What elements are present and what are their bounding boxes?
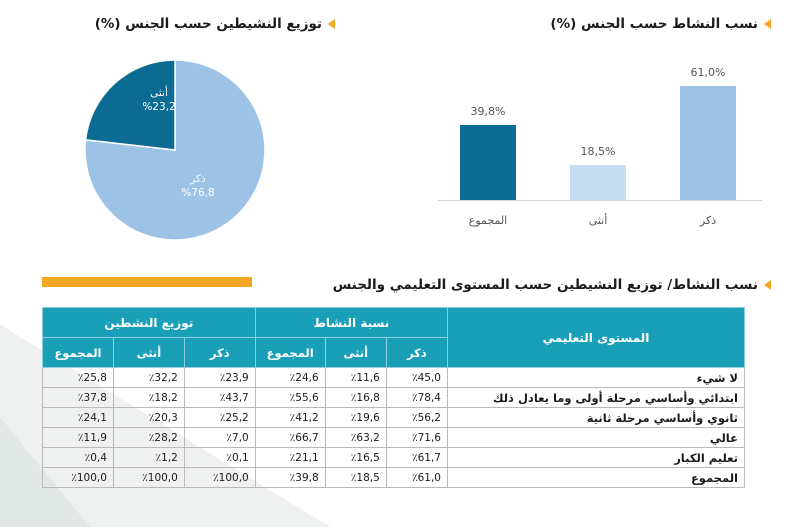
table-cell: ٪43,7 bbox=[183, 387, 256, 408]
table-cell: ٪66,7 bbox=[254, 427, 326, 448]
activity-rate-bar-chart: 39,8% المجموع 18,5% أنثى 61,0% ذكر bbox=[430, 45, 770, 235]
pie-label-male-name: ذكر bbox=[190, 173, 206, 185]
table-cell: ٪21,1 bbox=[254, 447, 326, 468]
table-cell: ٪16,5 bbox=[324, 447, 387, 468]
group-header-distribution: توزيع النشطين bbox=[42, 307, 256, 338]
table-cell: ٪63,2 bbox=[324, 427, 387, 448]
table-cell: ٪20,3 bbox=[112, 407, 185, 428]
table-cell: ٪56,2 bbox=[385, 407, 449, 428]
table-cell: ٪61,0 bbox=[385, 467, 449, 488]
orange-triangle-icon bbox=[328, 19, 335, 29]
table-cell: ٪41,2 bbox=[254, 407, 326, 428]
table-cell: ٪11,6 bbox=[324, 367, 387, 388]
table-cell: ٪45,0 bbox=[385, 367, 449, 388]
bar-0 bbox=[460, 125, 516, 200]
sub-header: ذكر bbox=[385, 337, 449, 368]
sub-header: أنثى bbox=[112, 337, 185, 368]
sub-header: المجموع bbox=[254, 337, 326, 368]
table-cell: ٪0,1 bbox=[183, 447, 256, 468]
table-cell: ٪24,6 bbox=[254, 367, 326, 388]
table-cell: ٪18,5 bbox=[324, 467, 387, 488]
bar-1 bbox=[570, 165, 626, 200]
pie-chart-title: توزيع النشيطين حسب الجنس (%) bbox=[94, 16, 322, 32]
pie-label-female-value: %23,2 bbox=[142, 101, 176, 113]
pie-label-male-value: %76,8 bbox=[181, 187, 215, 199]
table-cell: ٪1,2 bbox=[112, 447, 185, 468]
row-label: لا شيء bbox=[447, 367, 745, 388]
bar-chart-heading: نسب النشاط حسب الجنس (%) bbox=[550, 16, 771, 32]
table-cell: ٪28,2 bbox=[112, 427, 185, 448]
table-title: نسب النشاط/ توزيع النشيطين حسب المستوى ا… bbox=[332, 277, 758, 293]
table-cell: ٪23,9 bbox=[183, 367, 256, 388]
table-cell: ٪37,8 bbox=[42, 387, 114, 408]
orange-triangle-icon bbox=[764, 19, 771, 29]
sub-header: أنثى bbox=[324, 337, 387, 368]
table-row-total: المجموع ٪61,0 ٪18,5 ٪39,8 ٪100,0 ٪100,0 … bbox=[42, 467, 745, 488]
table-cell: ٪100,0 bbox=[42, 467, 114, 488]
bar-value-label: 18,5% bbox=[580, 145, 616, 159]
table-cell: ٪0,4 bbox=[42, 447, 114, 468]
group-header-activity: نسبة النشاط bbox=[254, 307, 449, 338]
pie-slice-female bbox=[84, 59, 176, 151]
table-cell: ٪55,6 bbox=[254, 387, 326, 408]
row-label: ثانوي وأساسي مرحلة ثانية bbox=[447, 407, 745, 428]
sub-header: ذكر bbox=[183, 337, 256, 368]
bar-value-label: 61,0% bbox=[690, 65, 726, 79]
table-cell: ٪32,2 bbox=[112, 367, 185, 388]
education-gender-table: المستوى التعليمي نسبة النشاط توزيع النشط… bbox=[42, 307, 745, 488]
table-cell: ٪25,2 bbox=[183, 407, 256, 428]
pie-chart-heading: توزيع النشيطين حسب الجنس (%) bbox=[95, 16, 335, 32]
active-gender-pie-chart bbox=[84, 59, 266, 241]
table-cell: ٪25,8 bbox=[42, 367, 114, 388]
table-row: لا شيء ٪45,0 ٪11,6 ٪24,6 ٪23,9 ٪32,2 ٪25… bbox=[42, 367, 745, 388]
pie-label-male: ذكر %76,8 bbox=[168, 172, 228, 200]
table-cell: ٪7,0 bbox=[183, 427, 256, 448]
table-row: تعليم الكبار ٪61,7 ٪16,5 ٪21,1 ٪0,1 ٪1,2… bbox=[42, 447, 745, 468]
pie-label-female: أنثى %23,2 bbox=[129, 86, 189, 114]
table-cell: ٪19,6 bbox=[324, 407, 387, 428]
table-row: ثانوي وأساسي مرحلة ثانية ٪56,2 ٪19,6 ٪41… bbox=[42, 407, 745, 428]
pie-label-female-name: أنثى bbox=[150, 87, 168, 99]
row-label: عالي bbox=[447, 427, 745, 448]
orange-accent-bar bbox=[42, 277, 252, 287]
bar-category-label: ذكر bbox=[699, 214, 717, 227]
bar-category-label: أنثى bbox=[588, 214, 608, 227]
table-cell: ٪24,1 bbox=[42, 407, 114, 428]
table-row: عالي ٪71,6 ٪63,2 ٪66,7 ٪7,0 ٪28,2 ٪11,9 bbox=[42, 427, 745, 448]
level-header: المستوى التعليمي bbox=[447, 307, 745, 368]
table-cell: ٪18,2 bbox=[112, 387, 185, 408]
bar-value-label: 39,8% bbox=[470, 105, 506, 119]
table-cell: ٪100,0 bbox=[112, 467, 185, 488]
table-cell: ٪61,7 bbox=[385, 447, 449, 468]
bar-category-label: المجموع bbox=[468, 214, 508, 227]
row-label: تعليم الكبار bbox=[447, 447, 745, 468]
table-cell: ٪78,4 bbox=[385, 387, 449, 408]
orange-triangle-icon bbox=[764, 280, 771, 290]
table-row: ابتدائي وأساسي مرحلة أولى وما يعادل ذلك … bbox=[42, 387, 745, 408]
sub-header: المجموع bbox=[42, 337, 114, 368]
table-heading: نسب النشاط/ توزيع النشيطين حسب المستوى ا… bbox=[333, 277, 771, 293]
table-cell: ٪39,8 bbox=[254, 467, 326, 488]
table-cell: ٪71,6 bbox=[385, 427, 449, 448]
table-cell: ٪100,0 bbox=[183, 467, 256, 488]
bar-chart-baseline bbox=[438, 200, 762, 201]
bar-chart-title: نسب النشاط حسب الجنس (%) bbox=[550, 16, 758, 32]
row-label: ابتدائي وأساسي مرحلة أولى وما يعادل ذلك bbox=[447, 387, 745, 408]
bar-2 bbox=[680, 85, 736, 200]
table-cell: ٪16,8 bbox=[324, 387, 387, 408]
row-label: المجموع bbox=[447, 467, 745, 488]
table-cell: ٪11,9 bbox=[42, 427, 114, 448]
